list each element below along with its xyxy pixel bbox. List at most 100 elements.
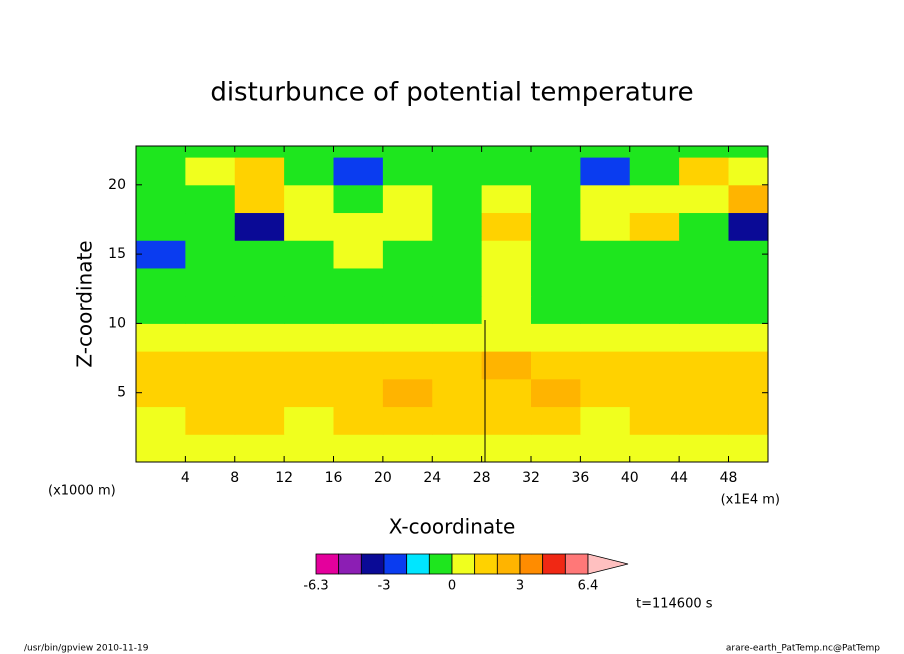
field-cell — [185, 406, 236, 435]
field-cell — [136, 212, 186, 241]
field-cell — [629, 351, 680, 380]
field-cell — [432, 406, 483, 435]
field-cell — [728, 146, 768, 158]
field-cell — [580, 184, 631, 214]
y-tick-label: 10 — [108, 315, 126, 331]
field-cell — [432, 184, 483, 214]
field-cell — [531, 212, 581, 241]
field-cell — [382, 434, 433, 462]
field-cell — [531, 406, 581, 435]
field-cell — [580, 406, 631, 435]
field-cell — [432, 323, 483, 352]
field-cell — [382, 267, 433, 297]
y-axis-label: Z-coordinate — [73, 240, 97, 367]
field-cell — [284, 240, 334, 269]
field-cell — [284, 212, 334, 241]
field-cell — [432, 351, 483, 380]
field-cell — [234, 212, 285, 241]
field-cell — [580, 157, 631, 186]
y-tick-label: 5 — [117, 385, 126, 401]
field-cell — [531, 351, 581, 380]
x-axis-label: X-coordinate — [389, 515, 516, 539]
field-cell — [136, 267, 186, 297]
field-cell — [580, 212, 631, 241]
field-cell — [136, 184, 186, 214]
field-cell — [728, 323, 768, 352]
field-cell — [531, 146, 581, 158]
colorbar-tick-label: 3 — [516, 579, 524, 594]
field-cell — [136, 240, 186, 269]
field-cell — [136, 434, 186, 462]
field-cell — [333, 323, 384, 352]
field-cell — [234, 378, 285, 408]
field-cell — [185, 378, 236, 408]
colorbar-box — [564, 553, 589, 575]
x-tick-label: 32 — [522, 470, 540, 486]
x-tick-label: 24 — [423, 470, 441, 486]
x-tick-label: 8 — [230, 470, 239, 486]
field-cell — [481, 295, 532, 324]
field-cell — [382, 295, 433, 324]
colorbar-tick-label: -3 — [378, 579, 391, 594]
colorbar-box — [474, 553, 498, 575]
x-tick-label: 48 — [720, 470, 738, 486]
y-tick-label: 15 — [108, 246, 126, 262]
field-cell — [629, 434, 680, 462]
field-cell — [382, 351, 433, 380]
field-cell — [333, 267, 384, 297]
chart-title: disturbunce of potential temperature — [210, 78, 693, 108]
field-cell — [728, 351, 768, 380]
field-cell — [531, 267, 581, 297]
field-cell — [481, 146, 532, 158]
field-cell — [679, 212, 729, 241]
field-cell — [185, 295, 236, 324]
field-cell — [580, 295, 631, 324]
field-cell — [432, 434, 483, 462]
x-scale-note: (x1E4 m) — [721, 493, 780, 508]
colorbar-box — [338, 553, 362, 575]
field-cell — [185, 267, 236, 297]
x-tick-label: 4 — [181, 470, 190, 486]
field-cell — [679, 434, 729, 462]
colorbar-box — [519, 553, 544, 575]
colorbar-box — [496, 553, 521, 575]
x-tick-label: 12 — [275, 470, 293, 486]
field-cell — [728, 295, 768, 324]
field-cell — [679, 157, 729, 186]
field-cell — [284, 295, 334, 324]
field-cell — [234, 323, 285, 352]
field-cell — [629, 184, 680, 214]
field-cell — [284, 323, 334, 352]
field-cell — [185, 434, 236, 462]
field-cell — [234, 295, 285, 324]
field-cell — [234, 146, 285, 158]
field-cell — [629, 240, 680, 269]
field-cell — [728, 240, 768, 269]
field-cell — [481, 351, 532, 380]
time-note: t=114600 s — [636, 597, 713, 612]
colorbar-box — [406, 553, 430, 575]
field-cell — [382, 184, 433, 214]
field-cell — [333, 157, 384, 186]
field-cell — [284, 267, 334, 297]
field-cell — [629, 212, 680, 241]
field-cell — [333, 212, 384, 241]
footer-right: arare-earth_PatTemp.nc@PatTemp — [726, 644, 880, 654]
field-cell — [284, 184, 334, 214]
field-cell — [136, 295, 186, 324]
field-cell — [333, 351, 384, 380]
field-cell — [432, 378, 483, 408]
field-cell — [382, 212, 433, 241]
field-cell — [234, 351, 285, 380]
field-cell — [185, 323, 236, 352]
field-cell — [629, 295, 680, 324]
x-tick-label: 16 — [325, 470, 343, 486]
field-cell — [679, 295, 729, 324]
field-cell — [728, 212, 768, 241]
field-cell — [234, 406, 285, 435]
field-cell — [481, 267, 532, 297]
y-tick-label: 20 — [108, 177, 126, 193]
field-cell — [728, 434, 768, 462]
field-cell — [629, 406, 680, 435]
field-cell — [284, 146, 334, 158]
